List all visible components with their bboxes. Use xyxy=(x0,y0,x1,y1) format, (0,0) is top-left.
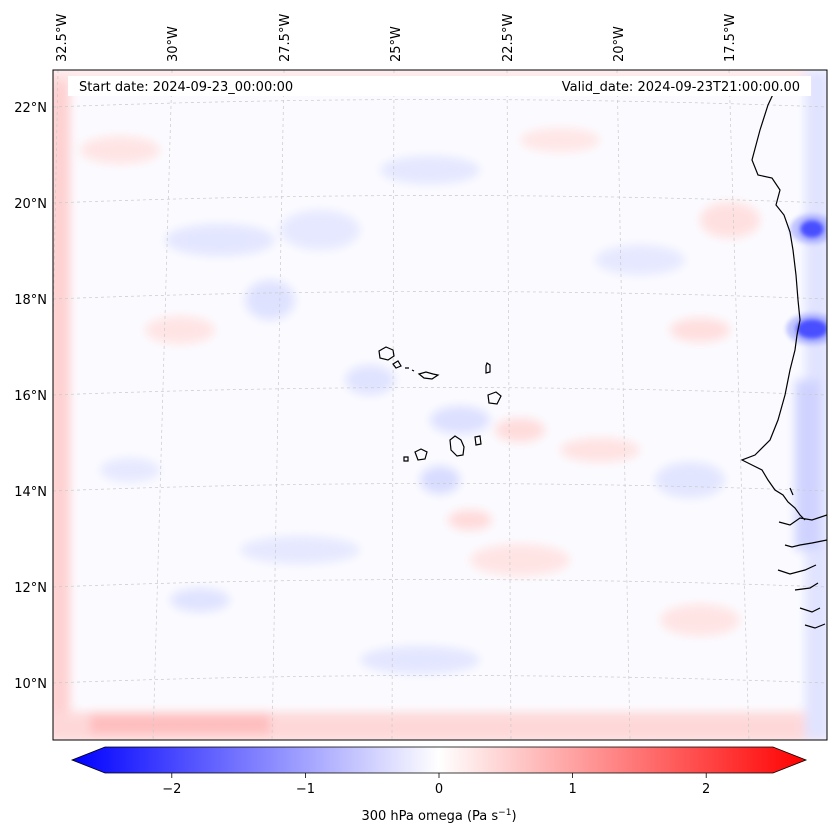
lat-label-20n: 20°N xyxy=(14,197,47,212)
lat-label-22n: 22°N xyxy=(14,101,47,116)
island-boa-vista xyxy=(487,391,502,405)
lat-label-16n: 16°N xyxy=(14,389,47,404)
lon-label-22-5w: 22.5°W xyxy=(501,14,516,62)
colorbar-tick-label: −2 xyxy=(162,782,181,797)
map-frame xyxy=(52,69,828,741)
lon-label-30w: 30°W xyxy=(166,26,181,62)
start-date-label: Start date: 2024-09-23_00:00:00 xyxy=(79,80,293,95)
lon-label-25w: 25°W xyxy=(389,26,404,62)
island-brava xyxy=(403,456,409,462)
island-santo-antao xyxy=(378,346,395,361)
lat-label-12n: 12°N xyxy=(14,581,47,596)
colorbar-ticks: −2 −1 0 1 2 xyxy=(162,773,710,797)
lon-label-27-5w: 27.5°W xyxy=(278,14,293,62)
colorbar-bar xyxy=(70,746,808,774)
island-maio xyxy=(474,435,482,446)
colorbar-tick-label: 0 xyxy=(435,782,443,797)
island-sal xyxy=(485,362,491,374)
lon-label-17-5w: 17.5°W xyxy=(723,14,738,62)
island-sao-nicolau xyxy=(417,371,440,380)
valid-date-label: Valid_date: 2024-09-23T21:00:00.00 xyxy=(562,80,800,95)
coastline xyxy=(740,89,827,629)
omega-patches xyxy=(80,128,760,674)
lon-label-20w: 20°W xyxy=(612,26,627,62)
date-banner xyxy=(68,76,811,96)
colorbar: −2 −1 0 1 2 300 hPa omega (Pa s−1) xyxy=(70,746,808,824)
lat-label-18n: 18°N xyxy=(14,293,47,308)
omega-field xyxy=(53,70,827,740)
island-santiago xyxy=(449,435,465,457)
island-sao-vicente xyxy=(392,360,402,369)
latitude-labels: 22°N 20°N 18°N 16°N 14°N 12°N 10°N xyxy=(14,101,47,692)
colorbar-tick-label: 2 xyxy=(702,782,710,797)
lat-label-10n: 10°N xyxy=(14,677,47,692)
colorbar-label: 300 hPa omega (Pa s−1) xyxy=(361,808,516,824)
boundary-shading xyxy=(53,70,827,740)
lat-label-14n: 14°N xyxy=(14,485,47,500)
colorbar-tick-label: −1 xyxy=(296,782,315,797)
lon-label-32-5w: 32.5°W xyxy=(55,14,70,62)
island-fogo xyxy=(414,448,428,461)
longitude-labels: 32.5°W 30°W 27.5°W 25°W 22.5°W 20°W 17.5… xyxy=(55,14,738,62)
gridlines xyxy=(53,70,827,740)
island-santa-luzia xyxy=(405,367,415,372)
cape-verde-islands xyxy=(378,346,502,462)
colorbar-tick-label: 1 xyxy=(568,782,576,797)
africa-coastline xyxy=(740,89,827,629)
